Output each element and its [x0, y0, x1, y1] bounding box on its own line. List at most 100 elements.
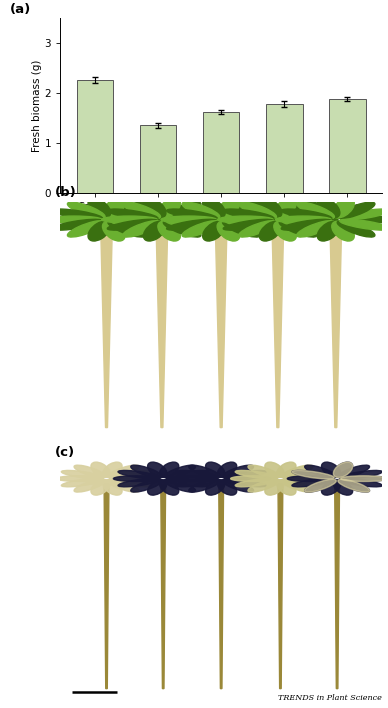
Ellipse shape	[279, 202, 317, 219]
Ellipse shape	[284, 476, 330, 481]
Ellipse shape	[222, 479, 254, 492]
Ellipse shape	[283, 479, 326, 487]
Ellipse shape	[275, 216, 331, 223]
Ellipse shape	[74, 479, 106, 492]
Ellipse shape	[52, 209, 102, 220]
Ellipse shape	[163, 202, 201, 219]
Ellipse shape	[108, 221, 146, 237]
Ellipse shape	[111, 216, 167, 223]
Ellipse shape	[123, 221, 161, 237]
Ellipse shape	[159, 462, 179, 477]
Ellipse shape	[282, 216, 338, 223]
Bar	[266, 104, 303, 193]
Ellipse shape	[259, 198, 282, 218]
Ellipse shape	[166, 470, 208, 479]
Ellipse shape	[217, 221, 240, 241]
Ellipse shape	[103, 480, 122, 495]
Ellipse shape	[166, 216, 222, 223]
Ellipse shape	[107, 219, 158, 230]
Ellipse shape	[279, 221, 317, 237]
Ellipse shape	[282, 209, 333, 220]
Ellipse shape	[176, 479, 218, 487]
Ellipse shape	[340, 209, 388, 220]
Ellipse shape	[113, 476, 159, 481]
Ellipse shape	[158, 198, 180, 218]
Ellipse shape	[131, 479, 163, 492]
Ellipse shape	[102, 216, 157, 223]
Ellipse shape	[248, 479, 280, 492]
Bar	[203, 112, 239, 193]
Ellipse shape	[107, 209, 158, 220]
Ellipse shape	[223, 202, 260, 219]
Ellipse shape	[265, 462, 284, 477]
Ellipse shape	[166, 219, 217, 230]
Polygon shape	[104, 484, 109, 689]
Ellipse shape	[292, 470, 334, 479]
Ellipse shape	[305, 479, 336, 492]
Ellipse shape	[277, 462, 296, 477]
Ellipse shape	[123, 202, 161, 219]
Ellipse shape	[297, 221, 334, 237]
Ellipse shape	[217, 480, 237, 495]
Polygon shape	[278, 484, 283, 689]
Ellipse shape	[102, 198, 125, 218]
Ellipse shape	[61, 479, 104, 487]
Ellipse shape	[68, 202, 105, 219]
Ellipse shape	[74, 465, 106, 478]
Ellipse shape	[217, 198, 240, 218]
Ellipse shape	[224, 479, 266, 487]
Ellipse shape	[166, 219, 217, 230]
Ellipse shape	[332, 198, 354, 218]
Ellipse shape	[338, 479, 369, 492]
Polygon shape	[330, 228, 341, 428]
Ellipse shape	[161, 216, 217, 223]
Ellipse shape	[46, 216, 102, 223]
Ellipse shape	[341, 216, 388, 223]
Ellipse shape	[274, 198, 296, 218]
Ellipse shape	[88, 198, 111, 218]
Ellipse shape	[107, 479, 139, 492]
Ellipse shape	[340, 479, 382, 487]
Ellipse shape	[341, 476, 387, 481]
Polygon shape	[335, 484, 340, 689]
Ellipse shape	[68, 221, 105, 237]
Ellipse shape	[109, 479, 152, 487]
Ellipse shape	[224, 470, 266, 479]
Ellipse shape	[338, 479, 369, 492]
Ellipse shape	[107, 465, 139, 478]
Ellipse shape	[189, 479, 220, 492]
Ellipse shape	[166, 209, 217, 220]
Ellipse shape	[288, 476, 334, 481]
Ellipse shape	[222, 465, 254, 478]
Ellipse shape	[248, 465, 280, 478]
Ellipse shape	[118, 479, 160, 487]
Ellipse shape	[337, 202, 375, 219]
Ellipse shape	[292, 479, 334, 487]
Ellipse shape	[163, 221, 201, 237]
Ellipse shape	[340, 470, 382, 479]
Ellipse shape	[88, 221, 111, 241]
Ellipse shape	[159, 480, 179, 495]
Ellipse shape	[277, 480, 296, 495]
Ellipse shape	[281, 479, 313, 492]
Ellipse shape	[109, 470, 152, 479]
Ellipse shape	[108, 202, 146, 219]
Ellipse shape	[281, 465, 313, 478]
Ellipse shape	[259, 221, 282, 241]
Ellipse shape	[61, 470, 104, 479]
Ellipse shape	[144, 221, 166, 241]
Ellipse shape	[317, 221, 340, 241]
Ellipse shape	[164, 465, 196, 478]
Ellipse shape	[225, 219, 276, 230]
Bar	[329, 99, 366, 193]
Ellipse shape	[182, 202, 220, 219]
Polygon shape	[101, 228, 112, 428]
Ellipse shape	[230, 476, 277, 481]
Ellipse shape	[217, 462, 237, 477]
Ellipse shape	[281, 209, 332, 220]
Ellipse shape	[164, 479, 196, 492]
Ellipse shape	[110, 476, 156, 481]
Y-axis label: Fresh biomass (g): Fresh biomass (g)	[32, 59, 42, 152]
Polygon shape	[219, 484, 223, 689]
Text: (c): (c)	[55, 446, 75, 459]
